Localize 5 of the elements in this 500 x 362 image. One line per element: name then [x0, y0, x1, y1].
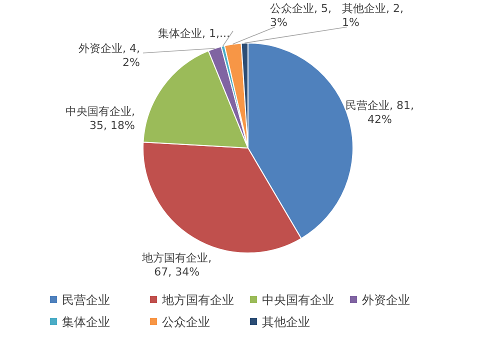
legend-label: 公众企业 [162, 315, 210, 329]
legend-label: 其他企业 [262, 315, 310, 329]
legend-label: 外资企业 [362, 293, 410, 307]
legend-label: 集体企业 [62, 315, 110, 329]
legend-label: 民营企业 [62, 293, 110, 307]
